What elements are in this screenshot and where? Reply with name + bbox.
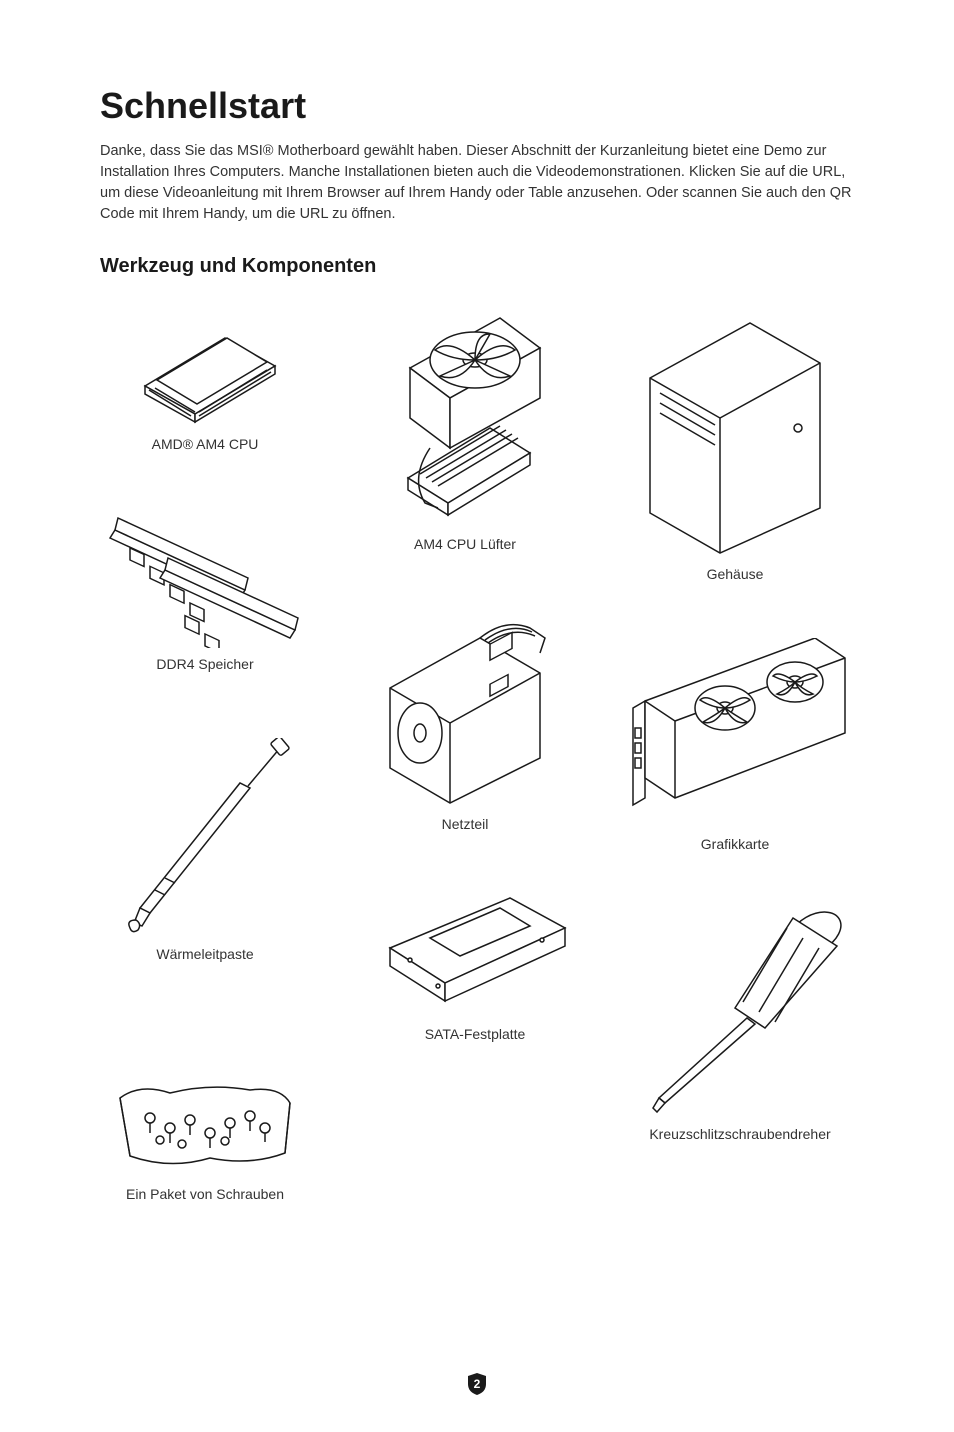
component-hdd: SATA-Festplatte (360, 888, 590, 1042)
page-number-badge: 2 (466, 1372, 488, 1396)
page-title: Schnellstart (100, 85, 854, 127)
component-psu: Netzteil (360, 618, 570, 832)
screws-icon (110, 1078, 300, 1178)
ram-label: DDR4 Speicher (156, 656, 253, 672)
paste-icon (120, 738, 290, 938)
cpu-icon (115, 308, 295, 428)
screws-label: Ein Paket von Schrauben (126, 1186, 284, 1202)
hdd-label: SATA-Festplatte (425, 1026, 526, 1042)
intro-paragraph: Danke, dass Sie das MSI® Motherboard gew… (100, 141, 854, 225)
component-gpu: Grafikkarte (610, 638, 860, 852)
fan-icon (370, 308, 560, 528)
paste-label: Wärmeleitpaste (156, 946, 253, 962)
component-screwdriver: Kreuzschlitzschraubendreher (610, 898, 870, 1142)
cpu-label: AMD® AM4 CPU (152, 436, 259, 452)
case-label: Gehäuse (707, 566, 764, 582)
component-case: Gehäuse (610, 308, 860, 582)
ram-icon (100, 508, 310, 648)
psu-label: Netzteil (442, 816, 489, 832)
gpu-label: Grafikkarte (701, 836, 769, 852)
component-screws: Ein Paket von Schrauben (100, 1078, 310, 1202)
hdd-icon (370, 888, 580, 1018)
case-icon (620, 308, 850, 558)
component-cpu: AMD® AM4 CPU (100, 308, 310, 452)
screwdriver-label: Kreuzschlitzschraubendreher (649, 1126, 830, 1142)
gpu-icon (615, 638, 855, 828)
fan-label: AM4 CPU Lüfter (414, 536, 516, 552)
psu-icon (370, 618, 560, 808)
component-paste: Wärmeleitpaste (100, 738, 310, 962)
screwdriver-icon (625, 898, 855, 1118)
section-subtitle: Werkzeug und Komponenten (100, 255, 854, 278)
page-number: 2 (474, 1377, 481, 1391)
components-grid: AMD® AM4 CPU (100, 308, 854, 1228)
component-ram: DDR4 Speicher (100, 508, 310, 672)
component-fan: AM4 CPU Lüfter (350, 308, 580, 552)
